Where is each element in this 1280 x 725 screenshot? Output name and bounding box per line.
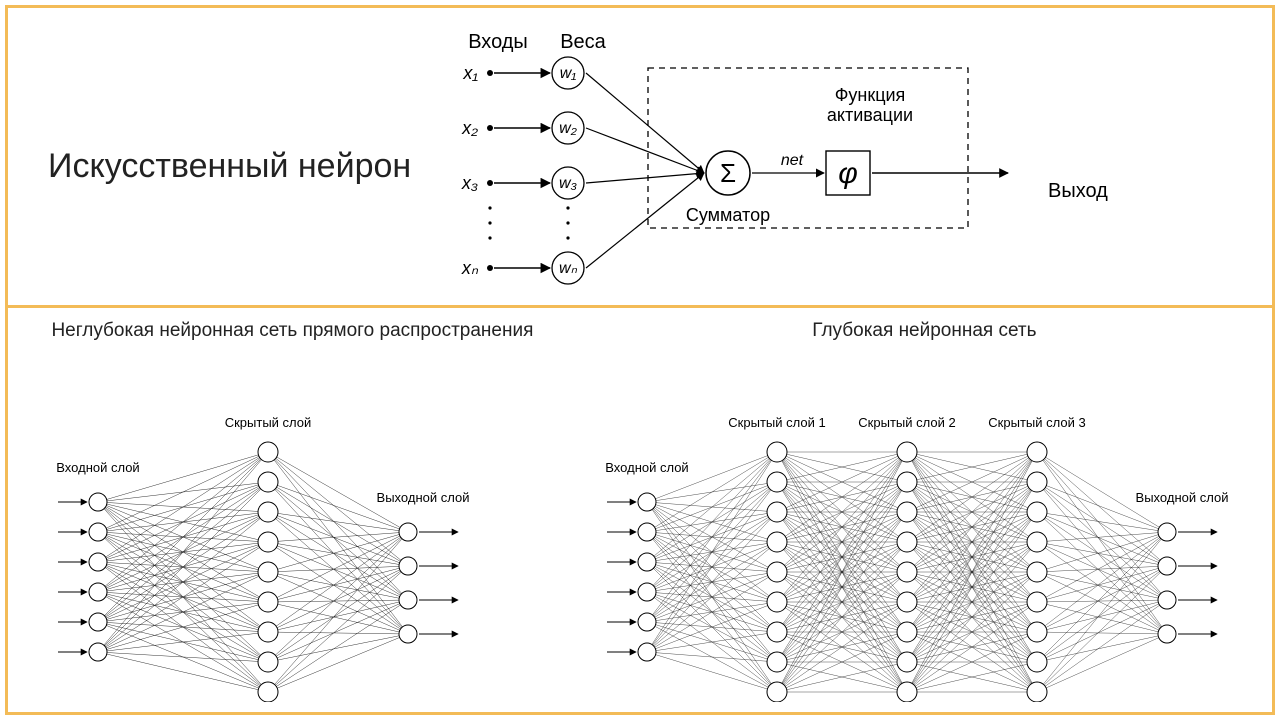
svg-text:w₁: w₁ (560, 65, 577, 82)
svg-text:x₂: x₂ (461, 118, 478, 138)
svg-text:wₙ: wₙ (559, 260, 578, 277)
svg-text:Скрытый слой 1: Скрытый слой 1 (728, 415, 825, 430)
svg-text:Скрытый слой 3: Скрытый слой 3 (988, 415, 1085, 430)
svg-text:Входной слой: Входной слой (56, 460, 139, 475)
svg-text:net: net (781, 152, 804, 169)
shallow-title: Неглубокая нейронная сеть прямого распро… (8, 320, 577, 342)
deep-panel: Глубокая нейронная сеть Входной слой Скры… (577, 308, 1272, 712)
svg-text:Выходной слой: Выходной слой (1135, 490, 1228, 505)
neuron-title: Искусственный нейрон (48, 148, 411, 185)
svg-text:Скрытый слой 2: Скрытый слой 2 (858, 415, 955, 430)
slide-frame: Искусственный нейрон Входы Веса x₁ w₁ x₂ w₂ x₃… (5, 5, 1275, 715)
svg-text:Функция: Функция (835, 85, 906, 105)
svg-text:Выход: Выход (1048, 180, 1108, 202)
svg-text:Выходной слой: Выходной слой (377, 490, 470, 505)
svg-text:активации: активации (827, 105, 913, 125)
svg-text:w₂: w₂ (559, 120, 577, 137)
deep-title: Глубокая нейронная сеть (577, 320, 1272, 342)
svg-text:xₙ: xₙ (461, 258, 479, 278)
svg-text:Скрытый слой: Скрытый слой (225, 415, 312, 430)
svg-text:x₁: x₁ (462, 63, 478, 83)
svg-text:Σ: Σ (720, 158, 736, 188)
deep-diagram: Входной слой Скрытый слой 1 Скрытый слой 2… (577, 342, 1272, 702)
networks-panel: Неглубокая нейронная сеть прямого распро… (8, 308, 1272, 712)
shallow-diagram: Входной слой Скрытый слой Выходной слой (8, 342, 577, 702)
svg-text:Веса: Веса (560, 31, 606, 53)
title-text: Искусственный нейрон (48, 147, 411, 185)
svg-text:Входной слой: Входной слой (605, 460, 688, 475)
svg-text:Входы: Входы (468, 31, 528, 53)
shallow-panel: Неглубокая нейронная сеть прямого распро… (8, 308, 577, 712)
svg-text:φ: φ (838, 157, 858, 190)
svg-text:w₃: w₃ (559, 175, 577, 192)
svg-text:Сумматор: Сумматор (686, 205, 770, 225)
neuron-panel: Искусственный нейрон Входы Веса x₁ w₁ x₂ w₂ x₃… (8, 8, 1272, 308)
svg-text:x₃: x₃ (461, 173, 478, 193)
